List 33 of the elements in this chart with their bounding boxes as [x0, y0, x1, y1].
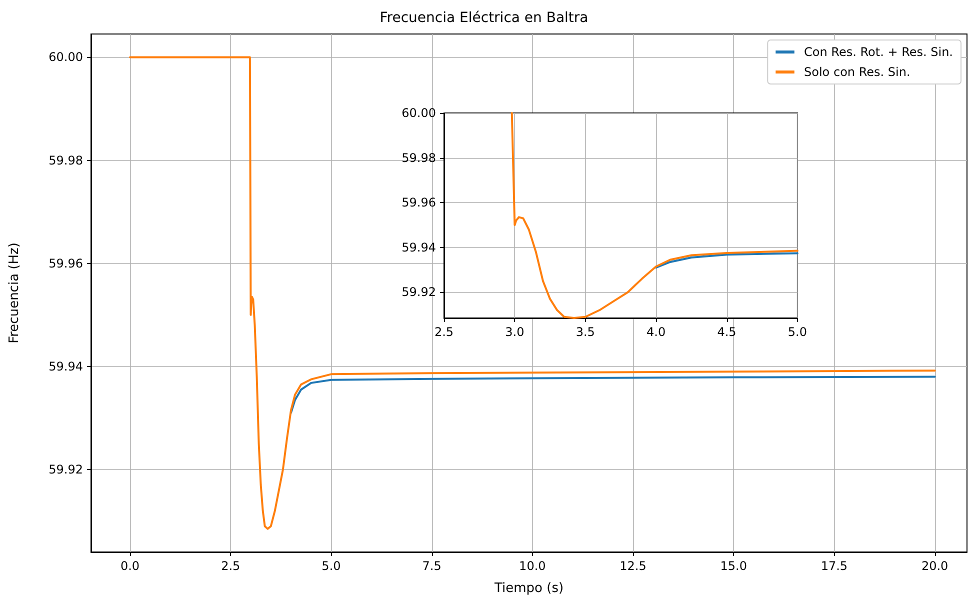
- y-tick-label: 59.98: [48, 153, 83, 168]
- x-axis-title: Tiempo (s): [493, 581, 564, 596]
- y-tick-label: 59.96: [48, 256, 83, 270]
- chart-title: Frecuencia Eléctrica en Baltra: [380, 10, 588, 26]
- y-tick-label: 59.92: [48, 462, 83, 477]
- x-tick-label: 12.5: [620, 559, 646, 573]
- y-tick-label: 59.94: [48, 359, 83, 374]
- y-tick-label: 59.94: [402, 240, 436, 254]
- x-tick-label: 17.5: [820, 559, 848, 573]
- y-tick-label: 59.92: [402, 285, 436, 300]
- legend-label: Solo con Res. Sin.: [804, 65, 910, 79]
- line-series: [655, 252, 798, 269]
- y-axis-title: Frecuencia (Hz): [7, 242, 22, 344]
- x-tick-label: 15.0: [720, 559, 747, 573]
- y-tick-label: 59.98: [402, 150, 436, 165]
- x-tick-label: 4.5: [717, 325, 736, 339]
- y-tick-label: 60.00: [402, 106, 436, 120]
- x-tick-label: 4.0: [646, 325, 666, 339]
- line-series: [129, 56, 936, 530]
- x-tick-label: 7.5: [422, 559, 442, 573]
- legend-label: Con Res. Rot. + Res. Sin.: [804, 45, 954, 59]
- x-tick-label: 5.0: [322, 559, 341, 573]
- x-tick-label: 2.5: [434, 325, 454, 339]
- x-tick-label: 3.5: [576, 325, 595, 339]
- x-tick-label: 5.0: [788, 325, 808, 339]
- x-tick-label: 3.0: [505, 325, 524, 339]
- x-tick-label: 0.0: [120, 559, 140, 573]
- x-tick-label: 2.5: [221, 559, 240, 573]
- y-tick-label: 60.00: [48, 50, 83, 64]
- x-tick-label: 10.0: [519, 559, 546, 573]
- x-tick-label: 20.0: [921, 559, 948, 573]
- y-tick-label: 59.96: [402, 196, 436, 210]
- line-series: [290, 376, 936, 414]
